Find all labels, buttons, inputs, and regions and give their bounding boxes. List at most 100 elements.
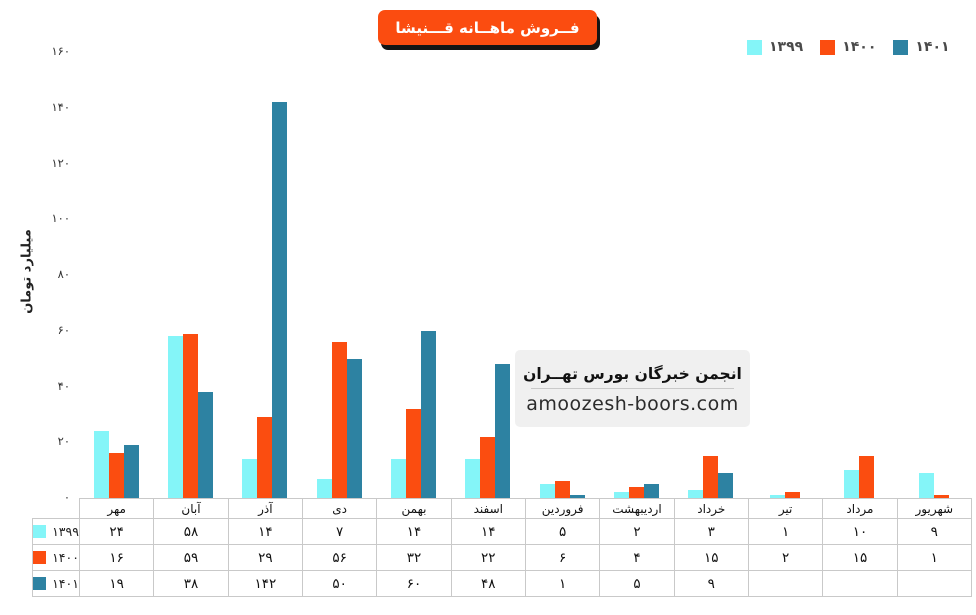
bar-۱۴۰۰-اردیبهشت [628, 486, 644, 498]
table-row-۱۳۹۹: ۱۳۹۹ ۲۴ ۵۸ ۱۴ ۷ ۱۴ ۱۴ ۵ ۲ ۳ ۱ ۱۰ ۹ [32, 518, 972, 545]
table-value-cell: ۶۰ [376, 570, 452, 597]
bar-۱۴۰۰-مهر [108, 453, 124, 498]
table-value-cell: ۱۰ [822, 518, 898, 545]
legend-swatch-icon [820, 39, 836, 55]
y-axis-tick-labels: ۰ ۲۰ ۴۰ ۶۰ ۸۰ ۱۰۰ ۱۲۰ ۱۴۰ ۱۶۰ [0, 44, 72, 504]
table-month-header: بهمن [376, 498, 452, 519]
watermark-divider [531, 387, 734, 389]
table-value-cell: ۵ [599, 570, 675, 597]
table-value-cell [896, 570, 972, 597]
bar-۱۴۰۱-بهمن [420, 330, 436, 498]
table-value-cell: ۱ [747, 518, 824, 545]
table-value-cell: ۳۸ [153, 570, 229, 597]
bar-۱۴۰۱-آبان [197, 392, 213, 498]
table-month-header: اردیبهشت [599, 498, 675, 519]
bar-۱۴۰۱-خرداد [718, 472, 734, 498]
bar-۱۳۹۹-آذر [242, 458, 258, 498]
bar-group-دی [302, 52, 376, 498]
bar-۱۴۰۱-آذر [272, 102, 288, 498]
table-month-header: اسفند [450, 498, 526, 519]
bar-group-خرداد [674, 52, 748, 498]
y-tick-label: ۴۰ [57, 378, 70, 393]
table-value-cell: ۲۴ [78, 518, 155, 545]
table-value-cell: ۲ [747, 544, 824, 571]
table-month-header: آذر [227, 498, 303, 519]
bar-group-فروردین [525, 52, 599, 498]
data-table: مهر آبان آذر دی بهمن اسفند فروردین اردیبهشت خردا… [32, 498, 972, 597]
bar-group-شهریور [897, 52, 971, 498]
table-row-label: ۱۴۰۰ [32, 544, 80, 571]
legend-label: ۱۴۰۱ [915, 39, 950, 55]
y-tick-label: ۰ [63, 490, 70, 504]
bar-۱۴۰۱-اسفند [495, 364, 511, 498]
legend-label: ۱۴۰۰ [842, 39, 877, 55]
legend-item-1399: ۱۳۹۹ [747, 39, 803, 55]
table-row-۱۴۰۰: ۱۴۰۰ ۱۶ ۵۹ ۲۹ ۵۶ ۳۲ ۲۲ ۶ ۴ ۱۵ ۲ ۱۵ ۱ [32, 544, 972, 571]
table-row-label: ۱۳۹۹ [32, 518, 80, 545]
bar-group-اسفند [451, 52, 525, 498]
bar-۱۳۹۹-بهمن [390, 458, 406, 498]
bar-۱۴۰۰-اسفند [480, 436, 496, 498]
legend-swatch-icon [747, 39, 762, 55]
series-year-label: ۱۴۰۰ [52, 550, 79, 565]
bar-group-بهمن [376, 52, 450, 498]
y-tick-label: ۱۰۰ [51, 211, 70, 226]
bar-۱۴۰۰-شهریور [933, 495, 949, 498]
y-tick-label: ۱۲۰ [51, 155, 70, 170]
table-value-cell [747, 570, 824, 597]
table-month-header: آبان [153, 498, 229, 519]
series-swatch-icon [33, 577, 47, 590]
bar-۱۳۹۹-تیر [770, 495, 786, 498]
y-tick-label: ۱۶۰ [51, 44, 70, 58]
series-year-label: ۱۳۹۹ [52, 524, 79, 539]
bar-۱۴۰۱-مهر [123, 445, 139, 498]
legend-item-1401: ۱۴۰۱ [893, 39, 950, 55]
bar-۱۳۹۹-آبان [167, 336, 183, 498]
table-value-cell: ۵۸ [153, 518, 229, 545]
bar-۱۳۹۹-اسفند [465, 458, 481, 498]
plot-area [79, 52, 971, 498]
y-tick-label: ۲۰ [57, 434, 70, 449]
bar-۱۳۹۹-خرداد [688, 489, 704, 498]
table-value-cell: ۱۶ [78, 544, 155, 571]
bar-۱۴۰۰-تیر [785, 492, 801, 498]
legend: ۱۳۹۹ ۱۴۰۰ ۱۴۰۱ [747, 39, 950, 55]
table-value-cell [822, 570, 898, 597]
bar-۱۴۰۰-خرداد [703, 456, 719, 498]
table-row-۱۴۰۱: ۱۴۰۱ ۱۹ ۳۸ ۱۴۲ ۵۰ ۶۰ ۴۸ ۱ ۵ ۹ [32, 570, 972, 597]
table-month-header: دی [301, 498, 378, 519]
chart-title: فــروش ماهــانه قـــنیشا [395, 18, 580, 37]
bar-group-مهر [79, 52, 153, 498]
table-month-header: فروردین [524, 498, 601, 519]
bar-۱۴۰۰-آذر [257, 417, 273, 498]
chart-title-badge: فــروش ماهــانه قـــنیشا [378, 10, 597, 45]
table-value-cell: ۹ [673, 570, 749, 597]
table-value-cell: ۹ [896, 518, 972, 545]
y-tick-label: ۸۰ [57, 267, 70, 281]
table-month-header: مهر [78, 498, 155, 519]
bar-۱۳۹۹-مرداد [844, 470, 860, 498]
legend-label: ۱۳۹۹ [769, 39, 804, 55]
bar-group-اردیبهشت [599, 52, 673, 498]
bar-۱۳۹۹-دی [316, 478, 332, 498]
bar-۱۴۰۱-اردیبهشت [643, 484, 659, 498]
watermark-organization: انجمن خبرگان بورس تهــران [523, 364, 742, 383]
table-month-header: تیر [747, 498, 824, 519]
series-year-label: ۱۴۰۱ [52, 576, 79, 591]
table-value-cell: ۲۲ [450, 544, 526, 571]
table-value-cell: ۱۵ [673, 544, 749, 571]
bar-group-تیر [748, 52, 822, 498]
table-month-header: خرداد [673, 498, 749, 519]
table-value-cell: ۱۴۲ [227, 570, 303, 597]
table-value-cell: ۱ [524, 570, 601, 597]
table-month-header: شهریور [896, 498, 972, 519]
bar-۱۴۰۱-دی [346, 358, 362, 498]
bar-۱۳۹۹-فروردین [539, 484, 555, 498]
table-value-cell: ۶ [524, 544, 601, 571]
table-value-cell: ۳۲ [376, 544, 452, 571]
bar-group-آبان [153, 52, 227, 498]
y-tick-label: ۶۰ [57, 322, 70, 337]
table-value-cell: ۷ [301, 518, 378, 545]
bar-۱۴۰۰-آبان [182, 333, 198, 498]
